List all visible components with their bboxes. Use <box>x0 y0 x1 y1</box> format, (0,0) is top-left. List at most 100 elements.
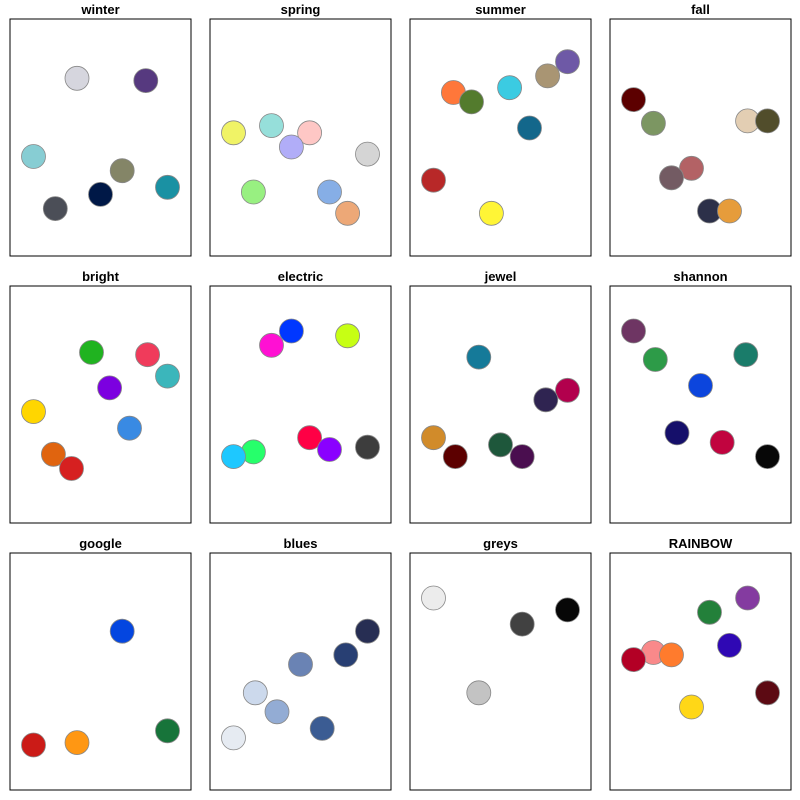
color-dot <box>221 725 246 751</box>
color-dot <box>355 618 380 644</box>
color-dot <box>459 89 484 115</box>
color-dot <box>641 110 666 136</box>
color-dot <box>679 155 704 181</box>
color-dot <box>335 323 361 349</box>
color-dot <box>621 318 646 344</box>
panel-frame <box>409 552 592 791</box>
panel-fall: fall <box>609 2 792 257</box>
panel-frame <box>209 285 392 524</box>
color-dot <box>679 694 704 720</box>
color-dot <box>317 437 342 462</box>
color-dot <box>221 444 246 470</box>
panel-frame <box>609 285 792 524</box>
color-dot <box>421 585 446 611</box>
color-dot <box>155 363 180 389</box>
color-dot <box>466 344 492 370</box>
panel-title: fall <box>691 2 710 17</box>
panel-spring: spring <box>209 2 392 257</box>
color-dot <box>42 196 68 222</box>
color-dot <box>621 87 646 112</box>
color-dot <box>497 75 523 101</box>
panel-frame <box>409 285 592 524</box>
color-dot <box>664 420 690 446</box>
panel-jewel: jewel <box>409 269 592 524</box>
panel-title: shannon <box>673 269 727 284</box>
panel-frame <box>9 285 192 524</box>
color-dot <box>442 444 468 470</box>
panel-bright: bright <box>9 269 192 524</box>
color-dot <box>421 167 446 193</box>
color-dot <box>717 198 742 224</box>
panel-winter: winter <box>9 2 192 257</box>
color-dot <box>109 618 135 644</box>
color-dot <box>221 120 246 146</box>
color-dot <box>133 68 159 93</box>
panel-blues: blues <box>209 536 392 791</box>
color-dot <box>259 332 284 358</box>
panel-title: summer <box>475 2 526 17</box>
color-dot <box>155 718 180 744</box>
panel-frame <box>609 18 792 257</box>
color-dot <box>21 399 46 425</box>
panel-frame <box>209 18 392 257</box>
panel-frame <box>209 552 392 791</box>
color-dot <box>21 144 46 169</box>
panel-title: winter <box>80 2 119 17</box>
color-dot <box>79 339 104 365</box>
color-dot <box>309 716 335 741</box>
color-dot <box>59 456 84 481</box>
color-dot <box>466 680 492 706</box>
color-dot <box>41 441 66 467</box>
color-dot <box>259 113 284 138</box>
color-dot <box>555 49 580 75</box>
color-dot <box>755 680 780 706</box>
color-dot <box>297 120 323 146</box>
color-dot <box>278 134 304 160</box>
panel-electric: electric <box>209 269 392 524</box>
panel-summer: summer <box>409 2 592 257</box>
color-dot <box>109 158 135 184</box>
panel-title: jewel <box>484 269 517 284</box>
color-dot <box>509 444 535 470</box>
color-dot <box>264 699 290 725</box>
color-dot <box>642 347 668 372</box>
color-dot <box>21 732 46 758</box>
color-dot <box>509 611 535 637</box>
color-dot <box>717 633 742 658</box>
color-dot <box>335 200 361 226</box>
panel-title: bright <box>82 269 119 284</box>
color-dot <box>533 387 559 413</box>
color-dot <box>88 181 113 207</box>
panel-frame <box>609 552 792 791</box>
color-dot <box>488 432 513 458</box>
color-dot <box>355 141 380 167</box>
color-dot <box>297 425 323 451</box>
panel-title: google <box>79 536 122 551</box>
panel-title: blues <box>284 536 318 551</box>
panel-greys: greys <box>409 536 592 791</box>
color-dot <box>688 373 713 398</box>
color-dot <box>755 444 780 470</box>
color-dot <box>155 174 180 200</box>
color-dot <box>709 429 735 455</box>
color-dot <box>64 730 90 755</box>
color-dot <box>333 642 359 668</box>
color-dot <box>535 63 560 89</box>
color-dot <box>117 415 142 441</box>
color-dot <box>317 179 342 205</box>
color-dot <box>555 597 580 623</box>
panel-title: spring <box>281 2 321 17</box>
color-dot <box>755 108 780 134</box>
color-dot <box>97 375 122 401</box>
panel-title: RAINBOW <box>669 536 733 551</box>
color-dot <box>355 434 380 460</box>
color-dot <box>135 342 161 368</box>
panel-shannon: shannon <box>609 269 792 524</box>
panel-title: electric <box>278 269 324 284</box>
panel-rainbow: RAINBOW <box>609 536 792 791</box>
color-dot <box>697 599 722 625</box>
panel-frame <box>9 552 192 791</box>
panel-title: greys <box>483 536 518 551</box>
panel-google: google <box>9 536 192 791</box>
